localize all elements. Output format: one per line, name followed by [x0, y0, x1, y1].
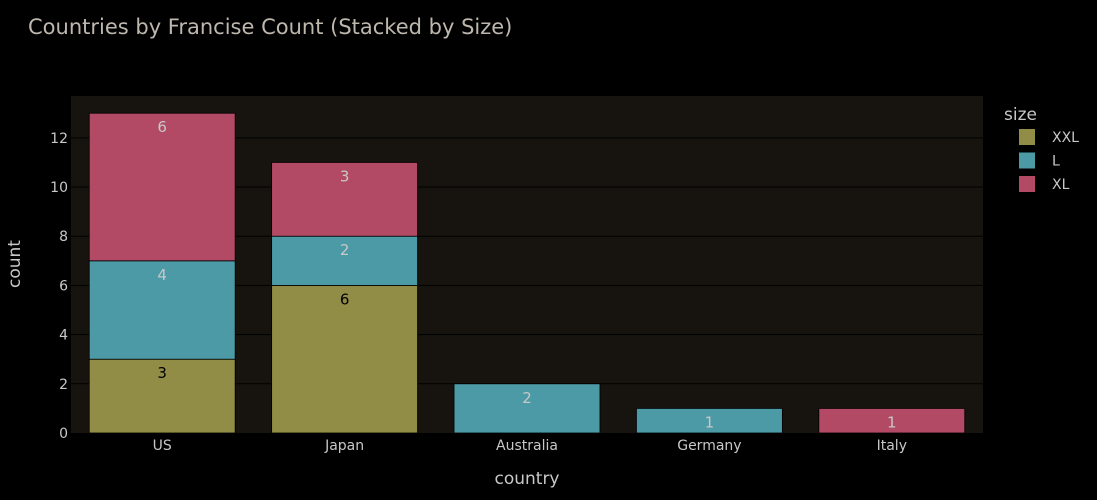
- chart-title: Countries by Francise Count (Stacked by …: [28, 15, 512, 39]
- x-axis-title: country: [494, 469, 559, 489]
- y-tick-label: 2: [59, 377, 68, 393]
- data-label: 2: [522, 389, 532, 407]
- data-label: 6: [157, 118, 167, 136]
- bar-labels: 3 4 6 6 2 3 2 1 1: [157, 118, 896, 431]
- legend-item-l[interactable]: L: [1019, 152, 1060, 170]
- data-label: 4: [157, 266, 167, 284]
- y-tick-label: 0: [59, 426, 68, 442]
- data-label: 3: [340, 167, 350, 185]
- legend-item-xxl[interactable]: XXL: [1019, 129, 1079, 146]
- y-tick-label: 12: [50, 131, 68, 147]
- data-label: 2: [340, 241, 350, 259]
- bar-xxl-japan[interactable]: [271, 285, 418, 434]
- bar-xl-italy[interactable]: [818, 408, 966, 434]
- bar-xl-us[interactable]: [88, 112, 236, 262]
- legend-label: XL: [1052, 177, 1070, 193]
- bar-l-australia[interactable]: [453, 383, 601, 434]
- x-tick-label: US: [153, 438, 172, 454]
- data-label: 1: [705, 413, 715, 431]
- x-tick-label: Australia: [496, 438, 558, 454]
- data-label: 6: [340, 290, 350, 308]
- legend-swatch: [1019, 152, 1035, 169]
- legend-swatch: [1019, 176, 1035, 192]
- y-tick-label: 4: [59, 328, 68, 344]
- y-axis-title: count: [5, 240, 25, 288]
- x-axis-ticks: US Japan Australia Germany Italy: [153, 438, 907, 454]
- x-tick-label: Germany: [677, 438, 741, 454]
- bar-l-germany[interactable]: [636, 408, 783, 434]
- y-axis-ticks: 0 2 4 6 8 10 12: [50, 131, 68, 442]
- legend-item-xl[interactable]: XL: [1019, 176, 1070, 193]
- y-tick-label: 6: [59, 278, 68, 294]
- bar-xl-japan[interactable]: [271, 162, 418, 237]
- legend-label: XXL: [1052, 130, 1079, 146]
- legend-swatch: [1019, 129, 1035, 145]
- y-tick-label: 8: [59, 229, 68, 245]
- bar-l-japan[interactable]: [271, 235, 418, 286]
- bar-xxl-us[interactable]: [88, 358, 236, 434]
- data-label: 3: [157, 364, 167, 382]
- x-tick-label: Italy: [877, 438, 907, 454]
- legend: size XXL L XL: [1004, 105, 1079, 193]
- legend-label: L: [1052, 154, 1060, 170]
- x-tick-label: Japan: [324, 438, 364, 454]
- data-label: 1: [887, 413, 897, 431]
- y-tick-label: 10: [50, 180, 68, 196]
- bar-l-us[interactable]: [88, 260, 236, 360]
- bars: [88, 112, 966, 434]
- legend-title: size: [1004, 105, 1037, 125]
